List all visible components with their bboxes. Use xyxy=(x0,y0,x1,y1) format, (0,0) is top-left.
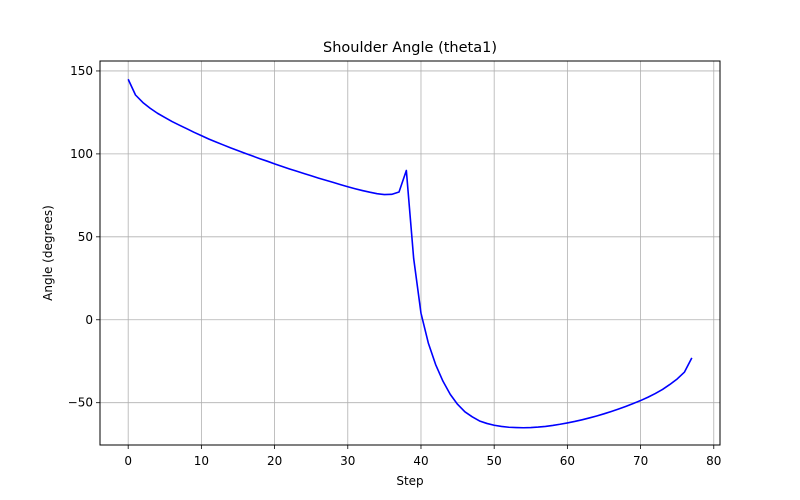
y-tick-label: 150 xyxy=(70,64,93,78)
series xyxy=(127,78,693,429)
x-tick-label: 0 xyxy=(124,454,132,468)
chart-title: Shoulder Angle (theta1) xyxy=(323,40,497,56)
x-tick-label: 60 xyxy=(560,454,575,468)
y-tick-label: −50 xyxy=(68,396,93,410)
x-axis-label: Step xyxy=(396,474,423,488)
x-tick-label: 80 xyxy=(706,454,721,468)
x-tick-label: 70 xyxy=(633,454,648,468)
x-tick-label: 50 xyxy=(487,454,502,468)
series-line xyxy=(127,78,693,429)
plot-frame xyxy=(99,60,721,446)
y-tick-label: 100 xyxy=(70,147,93,161)
x-tick-label: 30 xyxy=(340,454,355,468)
grid xyxy=(100,61,720,445)
y-tick-label: 50 xyxy=(78,230,93,244)
x-tick-label: 40 xyxy=(413,454,428,468)
y-tick-label: 0 xyxy=(85,313,93,327)
x-tick-label: 20 xyxy=(267,454,282,468)
x-tick-label: 10 xyxy=(194,454,209,468)
y-axis-label: Angle (degrees) xyxy=(41,205,55,301)
ticks: 0 10 20 30 40 50 60 70 80 −50 0 50 100 150 xyxy=(68,64,722,468)
